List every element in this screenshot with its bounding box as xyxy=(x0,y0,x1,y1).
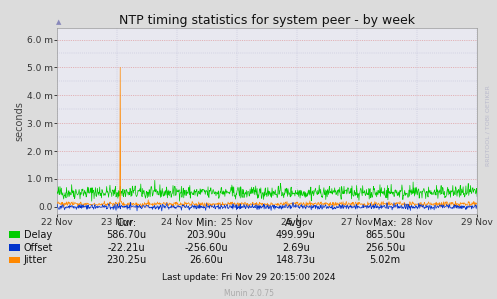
Text: 256.50u: 256.50u xyxy=(365,242,405,253)
Text: -22.21u: -22.21u xyxy=(108,242,146,253)
Text: RRDTOOL / TOBI OETIKER: RRDTOOL / TOBI OETIKER xyxy=(486,85,491,166)
Text: 2.69u: 2.69u xyxy=(282,242,310,253)
Text: Avg:: Avg: xyxy=(285,218,306,228)
Text: 148.73u: 148.73u xyxy=(276,255,316,265)
Text: 586.70u: 586.70u xyxy=(107,230,147,240)
Text: -256.60u: -256.60u xyxy=(184,242,228,253)
Text: Max:: Max: xyxy=(373,218,397,228)
Text: Delay: Delay xyxy=(24,230,52,240)
Text: ▲: ▲ xyxy=(56,19,61,25)
Text: Min:: Min: xyxy=(196,218,217,228)
Text: Offset: Offset xyxy=(24,242,53,253)
Y-axis label: seconds: seconds xyxy=(14,101,24,141)
Text: 5.02m: 5.02m xyxy=(370,255,401,265)
Text: Cur:: Cur: xyxy=(117,218,137,228)
Text: Munin 2.0.75: Munin 2.0.75 xyxy=(224,289,273,298)
Text: Last update: Fri Nov 29 20:15:00 2024: Last update: Fri Nov 29 20:15:00 2024 xyxy=(162,273,335,282)
Title: NTP timing statistics for system peer - by week: NTP timing statistics for system peer - … xyxy=(119,14,415,27)
Text: 865.50u: 865.50u xyxy=(365,230,405,240)
Text: 230.25u: 230.25u xyxy=(107,255,147,265)
Text: Jitter: Jitter xyxy=(24,255,47,265)
Text: 203.90u: 203.90u xyxy=(186,230,226,240)
Text: 499.99u: 499.99u xyxy=(276,230,316,240)
Text: 26.60u: 26.60u xyxy=(189,255,223,265)
